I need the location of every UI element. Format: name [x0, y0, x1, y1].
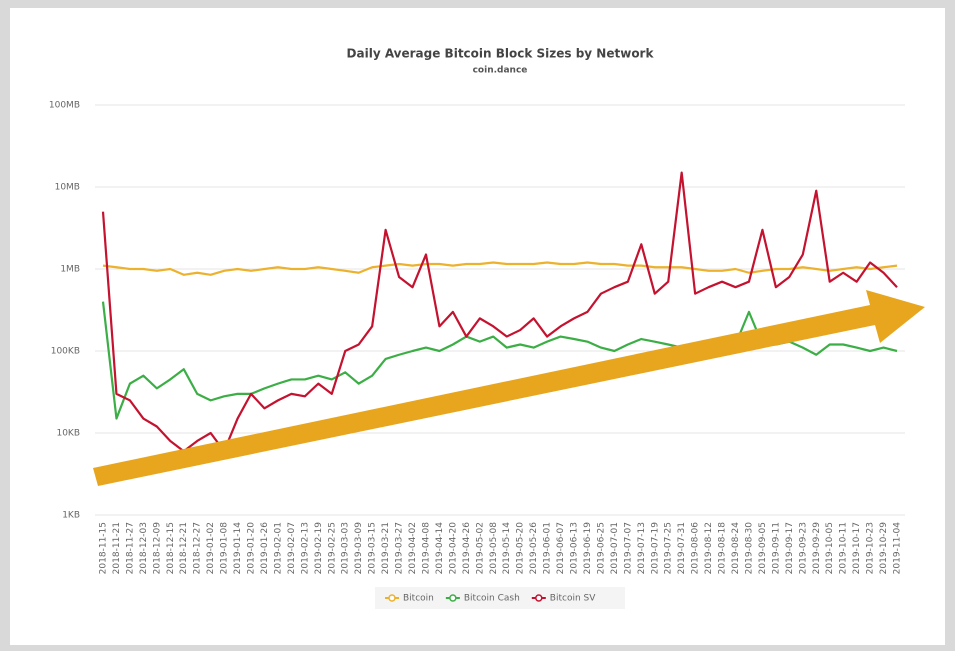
x-tick-label: 2019-02-07 — [287, 522, 297, 574]
x-tick-label: 2018-12-21 — [179, 522, 189, 574]
x-tick-label: 2019-10-17 — [852, 522, 862, 574]
x-tick-label: 2019-09-05 — [758, 522, 768, 574]
y-tick-label: 1KB — [62, 511, 80, 521]
legend-marker — [535, 594, 543, 602]
x-tick-label: 2018-11-15 — [99, 522, 109, 574]
legend: Bitcoin Bitcoin Cash Bitcoin SV — [375, 587, 625, 609]
x-tick-label: 2019-05-14 — [502, 522, 512, 575]
x-tick-label: 2019-03-15 — [368, 522, 378, 574]
x-tick-label: 2019-01-14 — [233, 522, 243, 575]
x-tick-label: 2019-05-20 — [516, 522, 526, 575]
x-tick-label: 2019-07-01 — [610, 522, 620, 574]
x-tick-label: 2019-09-17 — [785, 522, 795, 574]
x-tick-label: 2019-07-31 — [677, 522, 687, 574]
x-tick-label: 2018-12-03 — [139, 522, 149, 574]
x-tick-label: 2019-10-05 — [825, 522, 835, 574]
x-tick-label: 2019-10-23 — [866, 522, 876, 574]
x-tick-label: 2019-01-02 — [206, 522, 216, 574]
series-line — [102, 261, 898, 276]
x-tick-label: 2019-04-20 — [448, 522, 458, 575]
x-tick-label: 2019-02-25 — [327, 522, 337, 574]
x-tick-label: 2019-07-25 — [664, 522, 674, 574]
y-tick-label: 100KB — [51, 347, 80, 357]
chart-title: Daily Average Bitcoin Block Sizes by Net… — [347, 47, 655, 61]
x-tick-label: 2018-11-21 — [112, 522, 122, 574]
series-line — [101, 171, 898, 453]
x-tick-label: 2019-01-20 — [247, 522, 257, 575]
x-tick-label: 2019-09-11 — [771, 522, 781, 574]
x-tick-label: 2019-06-25 — [596, 522, 606, 574]
x-tick-label: 2019-01-08 — [220, 522, 230, 575]
y-tick-label: 10MB — [55, 183, 80, 193]
x-tick-label: 2019-03-09 — [354, 522, 364, 575]
x-tick-label: 2019-03-21 — [381, 522, 391, 574]
x-tick-label: 2019-11-04 — [893, 522, 903, 575]
x-tick-label: 2019-08-18 — [718, 522, 728, 575]
x-tick-label: 2019-06-13 — [570, 522, 580, 574]
x-tick-label: 2018-11-27 — [125, 522, 135, 574]
x-tick-label: 2019-10-11 — [839, 522, 849, 574]
x-tick-label: 2019-09-29 — [812, 522, 822, 575]
x-tick-label: 2019-04-02 — [408, 522, 418, 574]
x-tick-label: 2019-03-27 — [395, 522, 405, 574]
x-tick-label: 2019-08-12 — [704, 522, 714, 574]
x-tick-label: 2019-08-06 — [691, 522, 701, 575]
x-tick-label: 2019-02-13 — [300, 522, 310, 574]
legend-marker — [388, 594, 396, 602]
x-tick-label: 2019-05-02 — [475, 522, 485, 574]
x-tick-label: 2019-03-03 — [341, 522, 351, 574]
x-tick-label: 2019-08-30 — [744, 522, 754, 575]
x-tick-label: 2019-08-24 — [731, 522, 741, 575]
y-tick-label: 10KB — [56, 429, 80, 439]
x-tick-label: 2019-07-07 — [623, 522, 633, 574]
x-tick-label: 2019-02-19 — [314, 522, 324, 575]
legend-box — [375, 587, 625, 609]
x-tick-label: 2018-12-15 — [166, 522, 176, 574]
x-tick-label: 2019-07-19 — [650, 522, 660, 575]
x-tick-label: 2018-12-09 — [152, 522, 162, 575]
chart-subtitle: coin.dance — [473, 66, 528, 76]
legend-label: Bitcoin — [403, 594, 434, 604]
x-tick-label: 2019-09-23 — [798, 522, 808, 574]
legend-label: Bitcoin SV — [550, 594, 596, 604]
legend-marker — [449, 594, 457, 602]
x-tick-label: 2019-04-08 — [421, 522, 431, 575]
x-tick-label: 2019-06-07 — [556, 522, 566, 574]
x-tick-label: 2019-10-29 — [879, 522, 889, 575]
x-tick-label: 2019-04-14 — [435, 522, 445, 575]
y-tick-label: 100MB — [49, 101, 80, 111]
x-tick-label: 2019-05-26 — [529, 522, 539, 575]
x-tick-label: 2019-06-19 — [583, 522, 593, 575]
x-tick-label: 2019-02-01 — [273, 522, 283, 574]
x-tick-label: 2019-05-08 — [489, 522, 499, 575]
x-tick-label: 2019-06-01 — [543, 522, 553, 574]
x-tick-label: 2019-07-13 — [637, 522, 647, 574]
x-tick-label: 2018-12-27 — [193, 522, 203, 574]
legend-label: Bitcoin Cash — [464, 594, 520, 604]
x-tick-label: 2019-04-26 — [462, 522, 472, 575]
y-tick-label: 1MB — [60, 265, 80, 275]
trend-arrow — [93, 290, 925, 486]
x-tick-label: 2019-01-26 — [260, 522, 270, 575]
